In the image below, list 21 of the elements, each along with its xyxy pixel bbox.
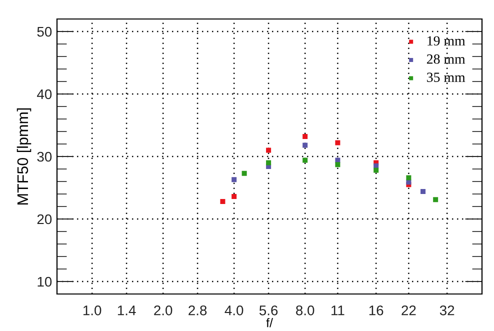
x-tick-label: 16	[369, 305, 384, 316]
x-tick-label: 4.0	[224, 305, 244, 316]
x-tick-label: 2.8	[188, 305, 207, 316]
legend-label: 35 mm	[427, 72, 466, 82]
y-axis-title: MTF50 [lpmm]	[16, 108, 32, 204]
legend-label: 19 mm	[428, 36, 466, 46]
y-tick-label: 40	[37, 89, 52, 100]
y-tick-label: 10	[38, 276, 52, 287]
x-tick-label: 1.4	[118, 306, 136, 316]
y-tick-label: 50	[37, 26, 52, 37]
x-tick-label: 2.0	[154, 305, 172, 316]
legend-label: 28 mm	[426, 54, 466, 64]
x-tick-label: 11	[332, 306, 344, 316]
y-tick-label: 30	[37, 152, 52, 162]
x-tick-label: 8.0	[296, 305, 314, 316]
y-tick-label: 20	[37, 214, 52, 224]
x-tick-label: 5.6	[259, 305, 278, 316]
x-tick-label: 22	[402, 305, 416, 316]
x-tick-label: 32	[440, 305, 454, 316]
x-axis-title: f/	[266, 318, 273, 328]
x-tick-label: 1.0	[83, 305, 102, 316]
